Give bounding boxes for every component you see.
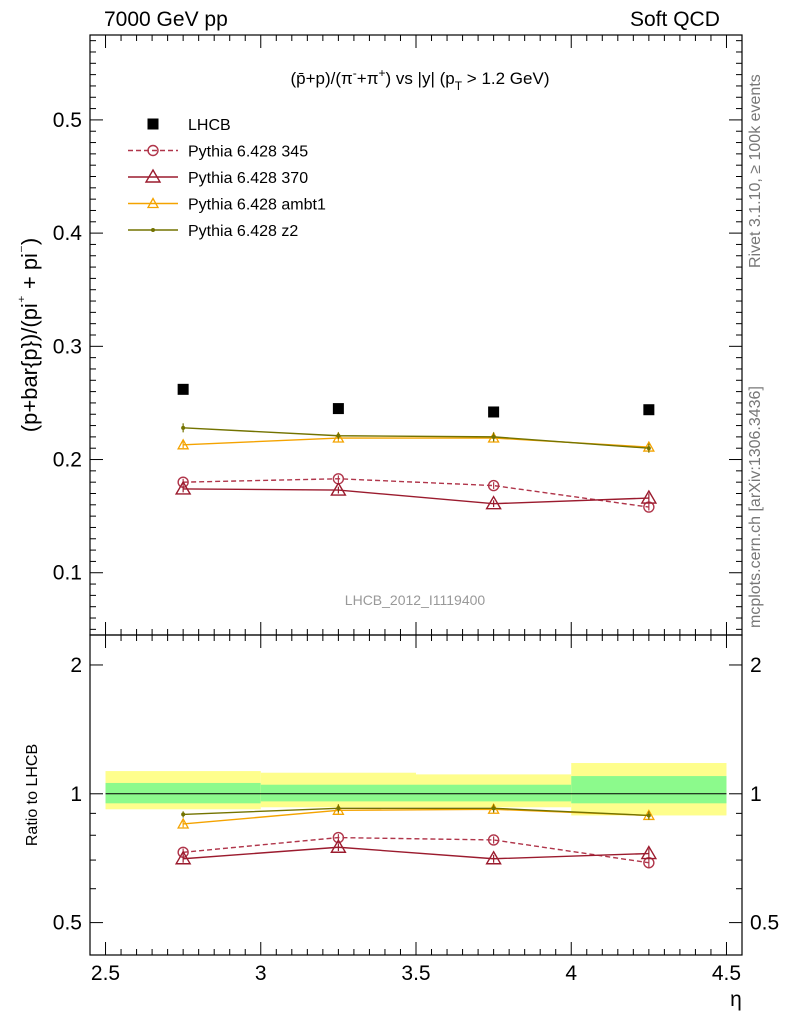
ratio-band-inner-1: [260, 784, 416, 802]
y-tick-label: 0.4: [53, 222, 83, 245]
ratio-y-axis-label: Ratio to LHCB: [24, 744, 41, 846]
main-lhcb-point-3: [643, 404, 655, 416]
x-tick-label: 3.5: [401, 962, 430, 985]
legend-pythia-6-428-370-label: Pythia 6.428 370: [188, 170, 308, 187]
x-axis-label: η: [730, 988, 742, 1011]
main-pythia-6-428-z2-point-2: [491, 434, 496, 439]
main-pythia-6-428-370-line: [183, 488, 649, 505]
main-pythia-6-428-z2-point-3: [646, 446, 651, 451]
x-tick-label: 2.5: [91, 962, 120, 985]
y-tick-label: 0.2: [53, 449, 82, 472]
main-pythia-6-428-z2-line: [183, 427, 649, 449]
legend-pythia-6-428-ambt1-label: Pythia 6.428 ambt1: [188, 197, 326, 214]
x-tick-label: 4: [565, 962, 577, 985]
legend-pythia-6-428-345-marker: [147, 144, 159, 157]
main-lhcb-point-1: [332, 403, 344, 415]
ratio-pythia-6-428-z2-point-3: [646, 813, 651, 818]
ratio-pythia-6-428-z2-line: [183, 807, 649, 817]
ratio-y-tick-label: 2: [70, 654, 82, 677]
ratio-pythia-6-428-370-point-1: [330, 838, 347, 853]
main-pythia-6-428-370-point-0: [174, 480, 192, 495]
legend-lhcb-marker: [147, 118, 159, 130]
legend-pythia-6-428-345-label: Pythia 6.428 345: [188, 144, 308, 161]
ratio-y-tick-label: 1: [70, 783, 82, 806]
ratio-pythia-6-428-345-point-1: [332, 831, 345, 844]
ratio-pythia-6-428-370-point-0: [174, 850, 192, 865]
y-tick-label: 0.3: [53, 335, 82, 358]
ratio-pythia-6-428-370-line: [183, 846, 649, 860]
main-pythia-6-428-ambt1-point-0: [177, 438, 190, 450]
legend-pythia-6-428-ambt1-marker: [146, 197, 160, 209]
main-pythia-6-428-370-point-2: [485, 495, 502, 510]
ratio-y-tick-label: 0.5: [53, 912, 82, 935]
ratio-pythia-6-428-ambt1-point-1: [332, 803, 345, 815]
ratio-y-tick-label-right: 0.5: [750, 912, 779, 935]
main-pythia-6-428-z2-point-1: [336, 433, 341, 438]
legend-lhcb-label: LHCB: [188, 117, 231, 134]
ratio-pythia-6-428-z2-point-1: [336, 806, 341, 811]
ratio-pythia-6-428-370-point-2: [485, 850, 502, 865]
analysis-watermark: LHCB_2012_I1119400: [345, 592, 486, 608]
ratio-band-inner-2: [416, 784, 572, 802]
legend-pythia-6-428-370-marker: [144, 168, 162, 183]
x-tick-label: 3: [255, 962, 267, 985]
main-pythia-6-428-ambt1-point-1: [332, 431, 345, 443]
main-pythia-6-428-370-point-1: [330, 481, 347, 496]
x-tick-label: 4.5: [712, 962, 741, 985]
ratio-pythia-6-428-370-point-3: [640, 845, 658, 860]
ratio-band-inner-0: [105, 782, 261, 804]
ratio-pythia-6-428-345-line: [183, 836, 649, 864]
main-pythia-6-428-z2-point-0: [181, 425, 186, 430]
y-tick-label: 0.1: [53, 562, 82, 585]
main-lhcb-point-2: [488, 406, 500, 418]
ratio-band-inner-3: [571, 776, 727, 804]
ratio-pythia-6-428-345-point-2: [487, 834, 500, 846]
legend-pythia-6-428-z2-label: Pythia 6.428 z2: [188, 223, 298, 240]
main-pythia-6-428-345-line: [183, 478, 649, 508]
ratio-y-tick-label-right: 2: [750, 654, 762, 677]
main-pythia-6-428-345-point-2: [487, 479, 500, 492]
header-energy: 7000 GeV pp: [104, 8, 228, 31]
ratio-pythia-6-428-ambt1-point-0: [177, 817, 190, 829]
plot-title: (p̄+p)/(π-+π+) vs |y| (pT > 1.2 GeV): [290, 66, 549, 93]
ratio-y-tick-label-right: 1: [750, 783, 762, 806]
legend-pythia-6-428-z2-marker: [151, 228, 155, 232]
main-lhcb-point-0: [177, 383, 189, 395]
ratio-pythia-6-428-z2-point-0: [181, 812, 186, 817]
y-tick-label: 0.5: [53, 109, 82, 132]
ratio-pythia-6-428-z2-point-2: [491, 806, 496, 811]
header-process: Soft QCD: [630, 8, 720, 31]
y-axis-label: (p+bar{p})/(pi⁺ + pi⁻): [16, 238, 42, 432]
main-pythia-6-428-370-point-3: [640, 489, 658, 504]
